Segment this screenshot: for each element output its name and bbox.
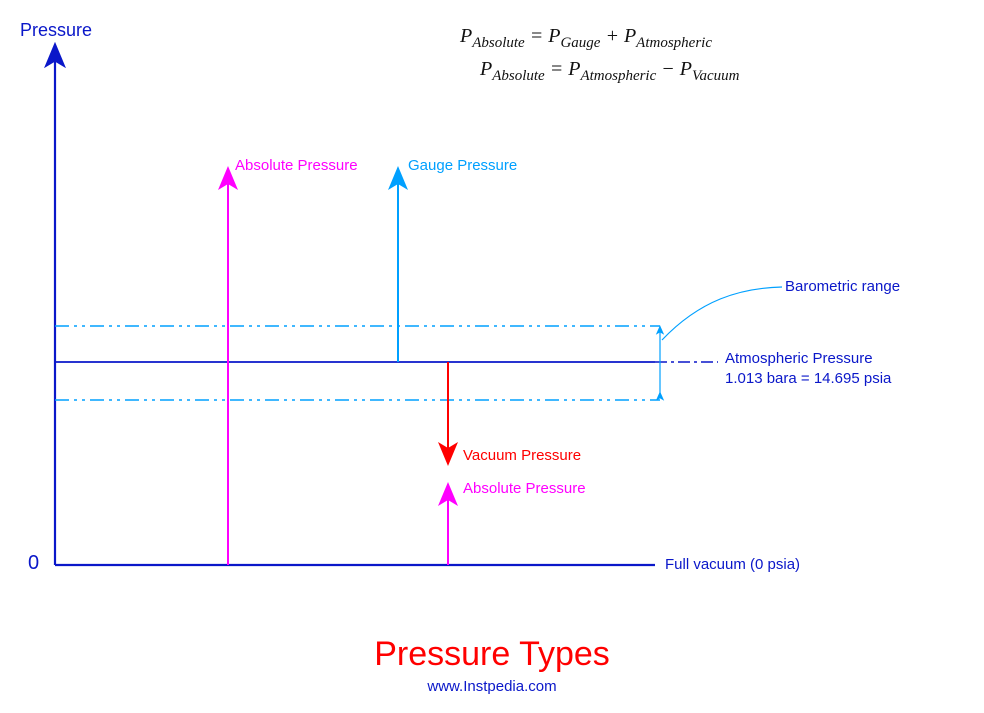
eq2-sub-vac: Vacuum [692, 68, 740, 84]
eq1-p3: P [624, 25, 636, 47]
vacuum-label: Vacuum Pressure [463, 447, 581, 464]
absolute-right-label: Absolute Pressure [463, 480, 586, 497]
eq1-eq: = [530, 25, 549, 47]
gauge-label: Gauge Pressure [408, 157, 517, 174]
atmospheric-label-2: 1.013 bara = 14.695 psia [725, 370, 891, 387]
website-link[interactable]: www.Instpedia.com [0, 678, 984, 695]
zero-label: 0 [28, 552, 39, 575]
eq2-sub-atm: Atmospheric [580, 68, 656, 84]
eq1-p2: P [548, 25, 560, 47]
eq2-p1: P [480, 58, 492, 80]
eq2-minus: − [661, 58, 680, 80]
barometric-range-label: Barometric range [785, 278, 900, 295]
atmospheric-label-1: Atmospheric Pressure [725, 350, 873, 367]
diagram-stage: Pressure 0 Absolute Pressure Gauge Press… [0, 0, 984, 713]
equation-1: PAbsolute = PGauge + PAtmospheric [460, 25, 712, 52]
eq1-sub-atm: Atmospheric [636, 35, 712, 51]
eq1-p1: P [460, 25, 472, 47]
eq2-p2: P [568, 58, 580, 80]
full-vacuum-label: Full vacuum (0 psia) [665, 556, 800, 573]
barometric-callout [662, 287, 782, 340]
eq2-sub-absolute: Absolute [492, 68, 545, 84]
eq2-eq: = [550, 58, 569, 80]
y-axis-label: Pressure [20, 20, 92, 41]
equation-2: PAbsolute = PAtmospheric − PVacuum [480, 58, 739, 85]
eq1-plus: + [605, 25, 624, 47]
page-title: Pressure Types [0, 635, 984, 674]
eq1-sub-gauge: Gauge [560, 35, 600, 51]
absolute-left-label: Absolute Pressure [235, 157, 358, 174]
eq2-p3: P [680, 58, 692, 80]
eq1-sub-absolute: Absolute [472, 35, 525, 51]
